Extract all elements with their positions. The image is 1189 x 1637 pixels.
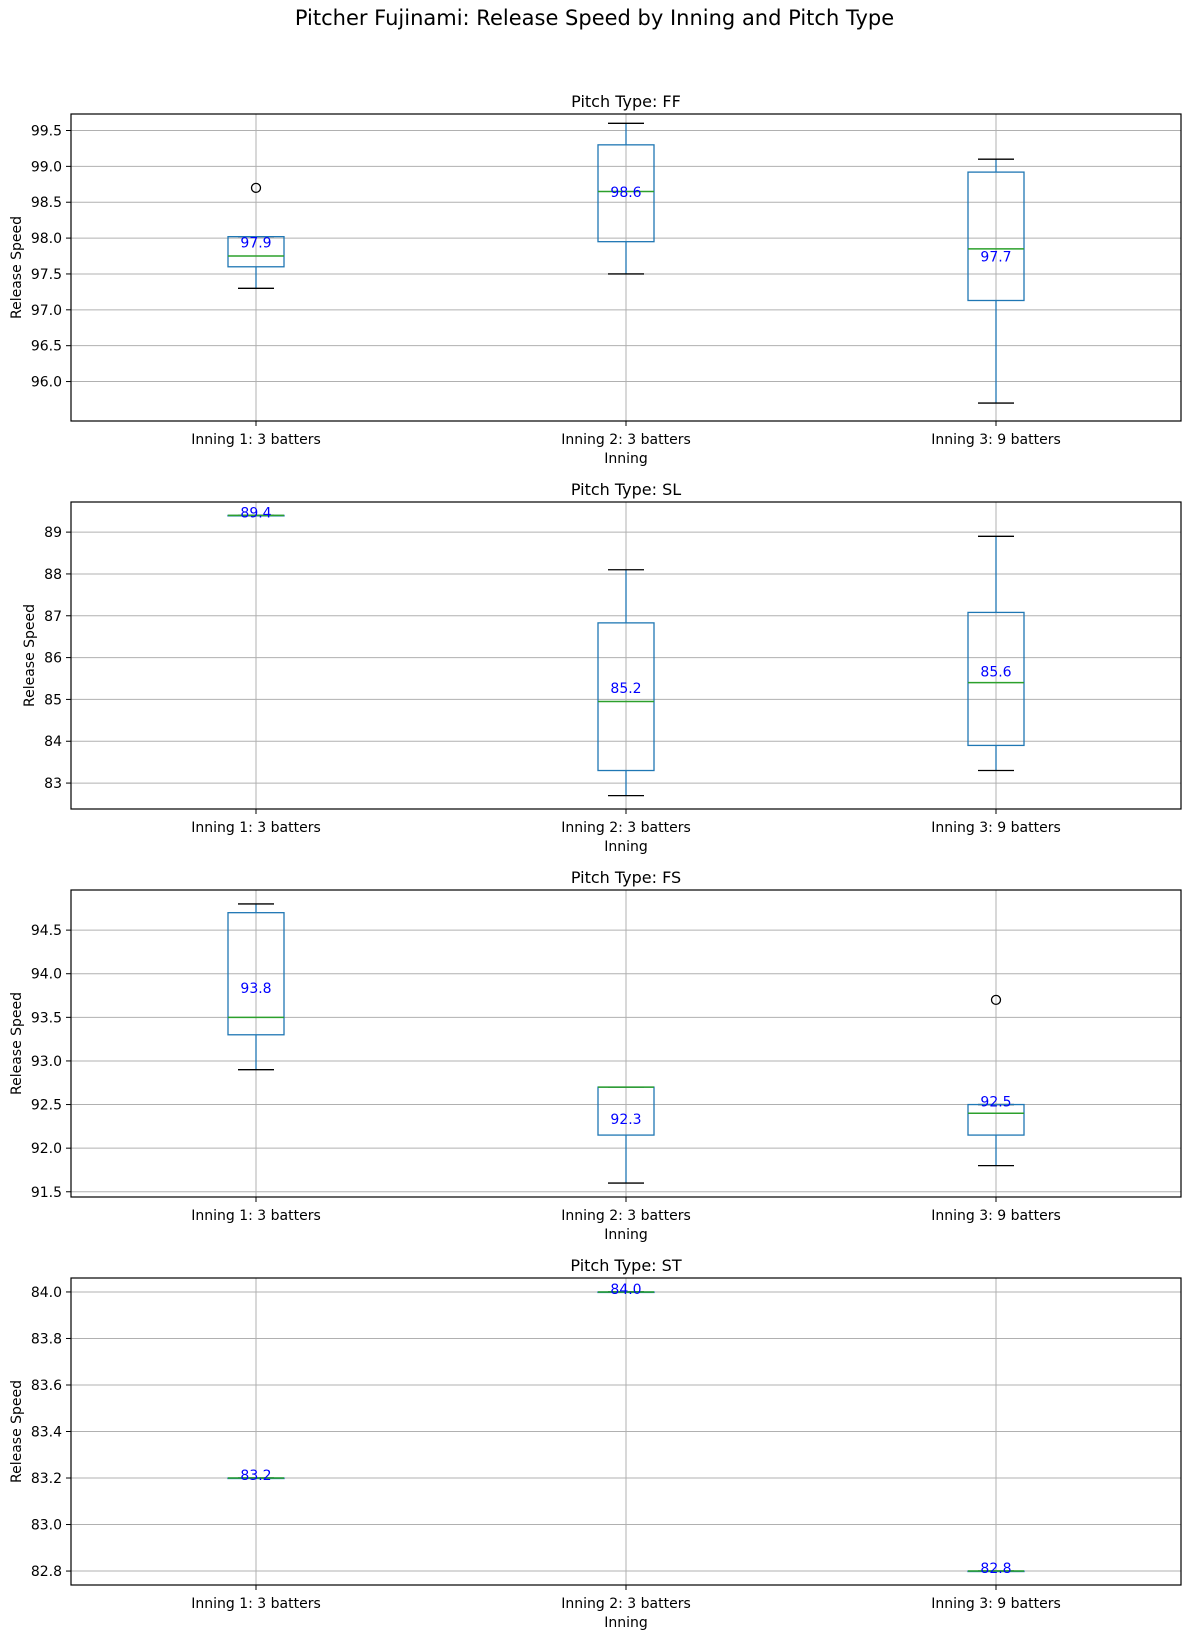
y-axis-label: Release Speed xyxy=(9,992,25,1095)
subplot-title: Pitch Type: SL xyxy=(571,480,681,499)
y-tick-label: 83.0 xyxy=(31,1518,62,1534)
y-tick-label: 92.5 xyxy=(31,1098,62,1114)
subplot-title: Pitch Type: ST xyxy=(570,1256,681,1275)
x-tick-label: Inning 3: 9 batters xyxy=(931,432,1061,448)
outlier-point xyxy=(250,182,262,194)
box-2: 92.3 xyxy=(597,1086,655,1184)
subplot-pitch-type-st: 82.8 83.0 83.2 83.4 83.6 83.8 84.0 Inning 1: 3 … xyxy=(9,1256,1182,1631)
x-tick-label: Inning 1: 3 batters xyxy=(191,432,321,448)
x-axis-label: Inning xyxy=(604,1227,648,1243)
axes-frame xyxy=(70,1277,1182,1586)
subplot-pitch-type-sl: 83 84 85 86 87 88 89 Inning 1: 3 batters Inning … xyxy=(22,480,1182,855)
y-tick-label: 83.2 xyxy=(31,1471,62,1487)
y-tick-label: 96.0 xyxy=(31,375,62,391)
y-tick-label: 97.0 xyxy=(31,303,62,319)
y-tick-label: 84.0 xyxy=(31,1285,62,1301)
mean-annotation: 83.2 xyxy=(240,1468,271,1484)
y-tick-label: 91.5 xyxy=(31,1185,62,1201)
box-1: 83.2 xyxy=(227,1468,285,1484)
box-iqr xyxy=(227,912,285,1036)
mean-annotation: 85.6 xyxy=(980,664,1011,680)
subplot-pitch-type-fs: 91.5 92.0 92.5 93.0 93.5 94.0 94.5 Inning 1: 3 … xyxy=(9,868,1182,1243)
box-1: 97.9 xyxy=(227,182,285,289)
subplot-title: Pitch Type: FS xyxy=(571,868,681,887)
box-iqr xyxy=(967,1103,1025,1136)
box-3: 82.8 xyxy=(967,1561,1025,1577)
x-axis-label: Inning xyxy=(604,1615,648,1631)
y-tick-label: 99.5 xyxy=(31,123,62,139)
y-tick-label: 99.0 xyxy=(31,159,62,175)
mean-annotation: 97.7 xyxy=(980,250,1011,266)
mean-annotation: 92.3 xyxy=(610,1112,641,1128)
y-tick-label: 93.0 xyxy=(31,1054,62,1070)
subplots-container: 96.0 96.5 97.0 97.5 98.0 98.5 99.0 99.5 Inning 1… xyxy=(9,92,1182,1631)
x-tick-label: Inning 3: 9 batters xyxy=(931,1208,1061,1224)
y-tick-label: 83.6 xyxy=(31,1378,62,1394)
y-tick-label: 83.8 xyxy=(31,1331,62,1347)
y-axis-label: Release Speed xyxy=(9,216,25,319)
axes-frame xyxy=(70,889,1182,1198)
x-tick-label: Inning 3: 9 batters xyxy=(931,820,1061,836)
mean-annotation: 92.5 xyxy=(980,1095,1011,1111)
subplot-title: Pitch Type: FF xyxy=(571,92,681,111)
box-3: 92.5 xyxy=(967,994,1025,1167)
y-tick-label: 98.0 xyxy=(31,231,62,247)
y-tick-label: 89 xyxy=(44,525,62,541)
axes-frame xyxy=(70,501,1182,810)
box-2: 84.0 xyxy=(597,1282,655,1298)
x-tick-label: Inning 1: 3 batters xyxy=(191,1596,321,1612)
box-iqr xyxy=(227,236,285,268)
mean-annotation: 82.8 xyxy=(980,1561,1011,1577)
y-tick-label: 84 xyxy=(44,734,62,750)
x-tick-label: Inning 2: 3 batters xyxy=(561,1208,691,1224)
mean-annotation: 98.6 xyxy=(610,185,641,201)
x-tick-label: Inning 1: 3 batters xyxy=(191,1208,321,1224)
y-tick-label: 97.5 xyxy=(31,267,62,283)
x-tick-label: Inning 2: 3 batters xyxy=(561,1596,691,1612)
box-iqr xyxy=(597,144,655,243)
mean-annotation: 85.2 xyxy=(610,681,641,697)
axes-frame xyxy=(70,113,1182,422)
y-axis-label: Release Speed xyxy=(9,1380,25,1483)
x-tick-label: Inning 3: 9 batters xyxy=(931,1596,1061,1612)
y-tick-label: 82.8 xyxy=(31,1564,62,1580)
box-1: 93.8 xyxy=(227,903,285,1071)
x-axis-label: Inning xyxy=(604,839,648,855)
y-tick-label: 83.4 xyxy=(31,1425,62,1441)
y-tick-label: 94.5 xyxy=(31,923,62,939)
figure-title: Pitcher Fujinami: Release Speed by Innin… xyxy=(295,6,894,30)
box-3: 85.6 xyxy=(967,535,1025,772)
x-tick-label: Inning 2: 3 batters xyxy=(561,432,691,448)
y-tick-label: 88 xyxy=(44,567,62,583)
y-tick-label: 83 xyxy=(44,776,62,792)
box-iqr xyxy=(967,171,1025,302)
y-tick-label: 93.5 xyxy=(31,1010,62,1026)
box-iqr xyxy=(597,622,655,772)
outlier-point xyxy=(990,994,1002,1006)
x-tick-label: Inning 2: 3 batters xyxy=(561,820,691,836)
mean-annotation: 84.0 xyxy=(610,1282,641,1298)
box-2: 85.2 xyxy=(597,569,655,797)
y-tick-label: 86 xyxy=(44,651,62,667)
x-tick-label: Inning 1: 3 batters xyxy=(191,820,321,836)
x-axis-label: Inning xyxy=(604,451,648,467)
y-axis-label: Release Speed xyxy=(22,604,38,707)
y-tick-label: 85 xyxy=(44,692,62,708)
mean-annotation: 97.9 xyxy=(240,235,271,251)
mean-annotation: 89.4 xyxy=(240,505,271,521)
y-tick-label: 94.0 xyxy=(31,967,62,983)
y-tick-label: 92.0 xyxy=(31,1141,62,1157)
mean-annotation: 93.8 xyxy=(240,981,271,997)
y-tick-label: 98.5 xyxy=(31,195,62,211)
box-2: 98.6 xyxy=(597,122,655,275)
box-iqr xyxy=(967,611,1025,747)
box-1: 89.4 xyxy=(227,505,285,521)
subplot-pitch-type-ff: 96.0 96.5 97.0 97.5 98.0 98.5 99.0 99.5 Inning 1… xyxy=(9,92,1182,467)
box-3: 97.7 xyxy=(967,158,1025,404)
y-tick-label: 87 xyxy=(44,609,62,625)
y-tick-label: 96.5 xyxy=(31,339,62,355)
